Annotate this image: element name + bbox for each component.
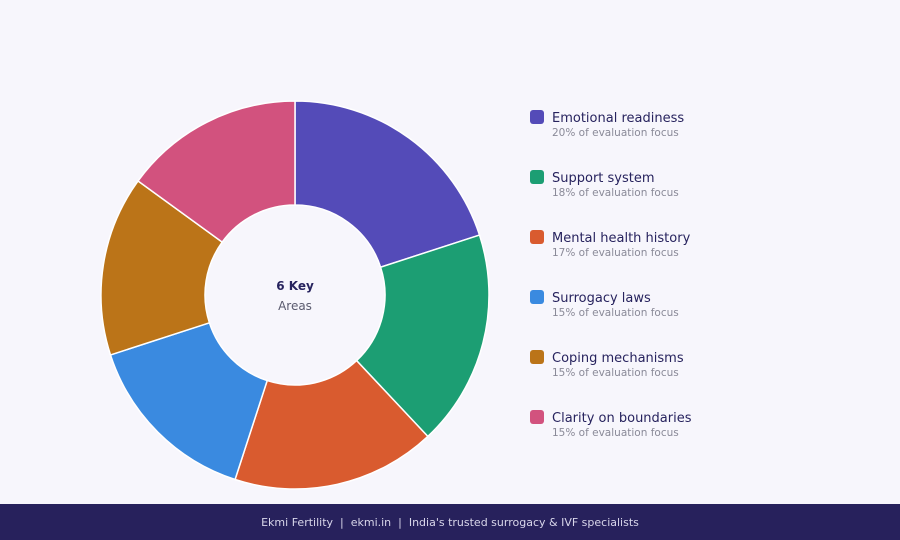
donut-slice-6 [137, 100, 296, 244]
legend-value-label: 20% of evaluation focus [552, 127, 679, 139]
legend-swatch [530, 170, 544, 184]
donut-slice-3 [234, 359, 429, 490]
legend-swatch [530, 410, 544, 424]
legend-label: Surrogacy laws [552, 291, 651, 306]
legend-swatch [530, 230, 544, 244]
footer-text: Ekmi Fertility | ekmi.in | India's trust… [261, 515, 639, 529]
legend-swatch [530, 350, 544, 364]
donut-slice-4 [109, 321, 269, 481]
footer-bar: Ekmi Fertility | ekmi.in | India's trust… [0, 504, 900, 540]
donut-slice-1 [294, 100, 481, 269]
legend-value-label: 15% of evaluation focus [552, 367, 679, 379]
legend-label: Mental health history [552, 231, 691, 246]
legend-label: Emotional readiness [552, 111, 684, 126]
legend-swatch [530, 290, 544, 304]
legend-label: Support system [552, 171, 655, 186]
donut-center-title: 6 Key [276, 279, 314, 293]
legend-label: Clarity on boundaries [552, 411, 692, 426]
donut-slice-2 [355, 234, 490, 438]
donut-slice-5 [100, 179, 224, 356]
legend-value-label: 18% of evaluation focus [552, 187, 679, 199]
legend-swatch [530, 110, 544, 124]
legend-value-label: 17% of evaluation focus [552, 247, 679, 259]
donut-center-subtitle: Areas [278, 299, 312, 313]
legend-label: Coping mechanisms [552, 351, 684, 366]
legend-value-label: 15% of evaluation focus [552, 307, 679, 319]
donut-slices [100, 100, 490, 490]
legend-value-label: 15% of evaluation focus [552, 427, 679, 439]
